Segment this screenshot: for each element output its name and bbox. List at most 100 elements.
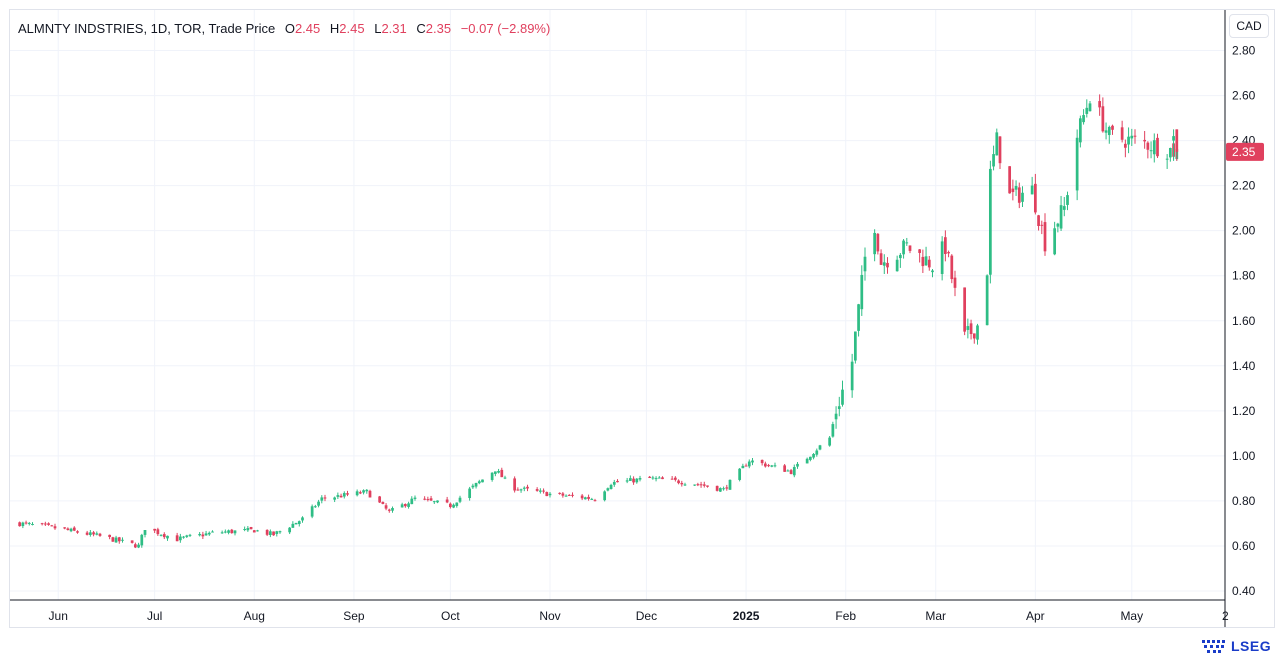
- price-tick-label: 2.60: [1232, 89, 1256, 103]
- price-tick-label: 0.60: [1232, 539, 1256, 553]
- candle-body: [583, 497, 587, 500]
- candle-body: [85, 532, 89, 535]
- price-tick-label: 1.60: [1232, 314, 1256, 328]
- candle-body: [696, 484, 700, 486]
- candle-body: [545, 492, 549, 497]
- candle-body: [188, 534, 192, 536]
- candle-body: [455, 502, 459, 506]
- candle-body: [950, 255, 954, 280]
- candle-body: [336, 495, 340, 497]
- candle-body: [346, 493, 349, 495]
- price-tick-label: 2.20: [1232, 179, 1256, 193]
- candle-body: [246, 528, 250, 531]
- candle-body: [410, 498, 414, 505]
- candle-body: [841, 389, 844, 405]
- candle-body: [384, 505, 388, 509]
- candle-body: [317, 501, 320, 506]
- candle-body: [1043, 222, 1047, 252]
- price-tick-label: 1.00: [1232, 449, 1256, 463]
- time-tick-label: 2025: [733, 609, 760, 623]
- currency-button[interactable]: CAD: [1229, 14, 1269, 38]
- candle-body: [268, 531, 272, 536]
- candle-body: [738, 468, 742, 480]
- candle-body: [413, 497, 417, 499]
- candle-body: [763, 463, 767, 467]
- candle-body: [477, 481, 481, 484]
- candle-body: [805, 458, 809, 464]
- price-tick-label: 1.40: [1232, 359, 1256, 373]
- price-tick-label: 2.80: [1232, 44, 1256, 58]
- candle-body: [1078, 118, 1082, 143]
- candle-body: [812, 453, 815, 458]
- candle-body: [747, 461, 751, 467]
- candle-body: [1030, 185, 1034, 195]
- candle-body: [166, 535, 169, 539]
- candle-body: [722, 488, 725, 490]
- candle-body: [185, 535, 189, 537]
- candle-body: [1104, 130, 1108, 133]
- candle-body: [1011, 188, 1015, 193]
- candle-body: [606, 488, 610, 491]
- price-axis-labels: 0.40 0.60 0.80 1.00 1.20 1.40 1.60 1.80 2.00 2.20…: [1232, 44, 1256, 598]
- candle-body: [558, 492, 562, 494]
- candle-body: [445, 499, 449, 503]
- time-tick-label: 2: [1222, 609, 1229, 623]
- candle-body: [1082, 115, 1085, 123]
- candle-body: [571, 494, 574, 496]
- candle-body: [98, 533, 102, 536]
- candle-body: [632, 478, 635, 483]
- candle-body: [230, 529, 234, 534]
- candle-body: [673, 477, 677, 480]
- candle-body: [156, 529, 160, 535]
- candle-body: [448, 503, 452, 508]
- time-axis-labels: Jun Jul Aug Sep Oct Nov Dec 2025 Feb Mar Apr May 2: [49, 609, 1229, 623]
- candle-body: [211, 531, 214, 533]
- candle-body: [628, 478, 632, 481]
- candle-body: [497, 470, 500, 473]
- candle-body: [670, 478, 674, 480]
- price-tick-label: 2.00: [1232, 224, 1256, 238]
- candle-body: [140, 534, 144, 546]
- candle-body: [1120, 127, 1124, 140]
- candle-body: [992, 154, 995, 167]
- candle-body: [362, 490, 365, 493]
- candle-body: [995, 132, 999, 156]
- grid-lines: [10, 10, 1225, 600]
- candle-body: [1130, 135, 1134, 139]
- candle-body: [947, 252, 950, 254]
- candle-body: [301, 517, 304, 521]
- candle-body: [18, 522, 22, 527]
- candle-body: [931, 270, 934, 273]
- candle-body: [972, 333, 976, 339]
- candle-body: [63, 527, 67, 529]
- candle-body: [767, 465, 770, 467]
- candle-body: [243, 529, 247, 531]
- candle-body: [436, 500, 439, 503]
- candle-body: [1127, 136, 1130, 145]
- candle-body: [121, 539, 124, 541]
- candle-body: [683, 484, 687, 486]
- candle-body: [297, 521, 301, 525]
- candle-body: [1107, 126, 1111, 136]
- candle-body: [808, 456, 812, 460]
- candle-body: [426, 499, 430, 501]
- candle-body: [88, 532, 92, 535]
- candle-body: [481, 479, 484, 483]
- candle-body: [95, 533, 99, 535]
- candle-body: [1143, 139, 1147, 142]
- candle-body: [1146, 142, 1150, 150]
- candle-body: [291, 523, 295, 528]
- candle-body: [567, 494, 571, 496]
- candle-body: [905, 242, 909, 244]
- last-price-badge: [1226, 142, 1264, 161]
- price-tick-label: 1.80: [1232, 269, 1256, 283]
- candle-body: [1168, 147, 1172, 158]
- candle-body: [1085, 107, 1089, 114]
- candle-body: [333, 497, 337, 500]
- candle-body: [47, 523, 50, 525]
- time-tick-label: Mar: [925, 609, 946, 623]
- candle-body: [940, 241, 944, 275]
- candle-body: [133, 544, 137, 548]
- axes: [10, 10, 1226, 627]
- candle-body: [516, 489, 520, 491]
